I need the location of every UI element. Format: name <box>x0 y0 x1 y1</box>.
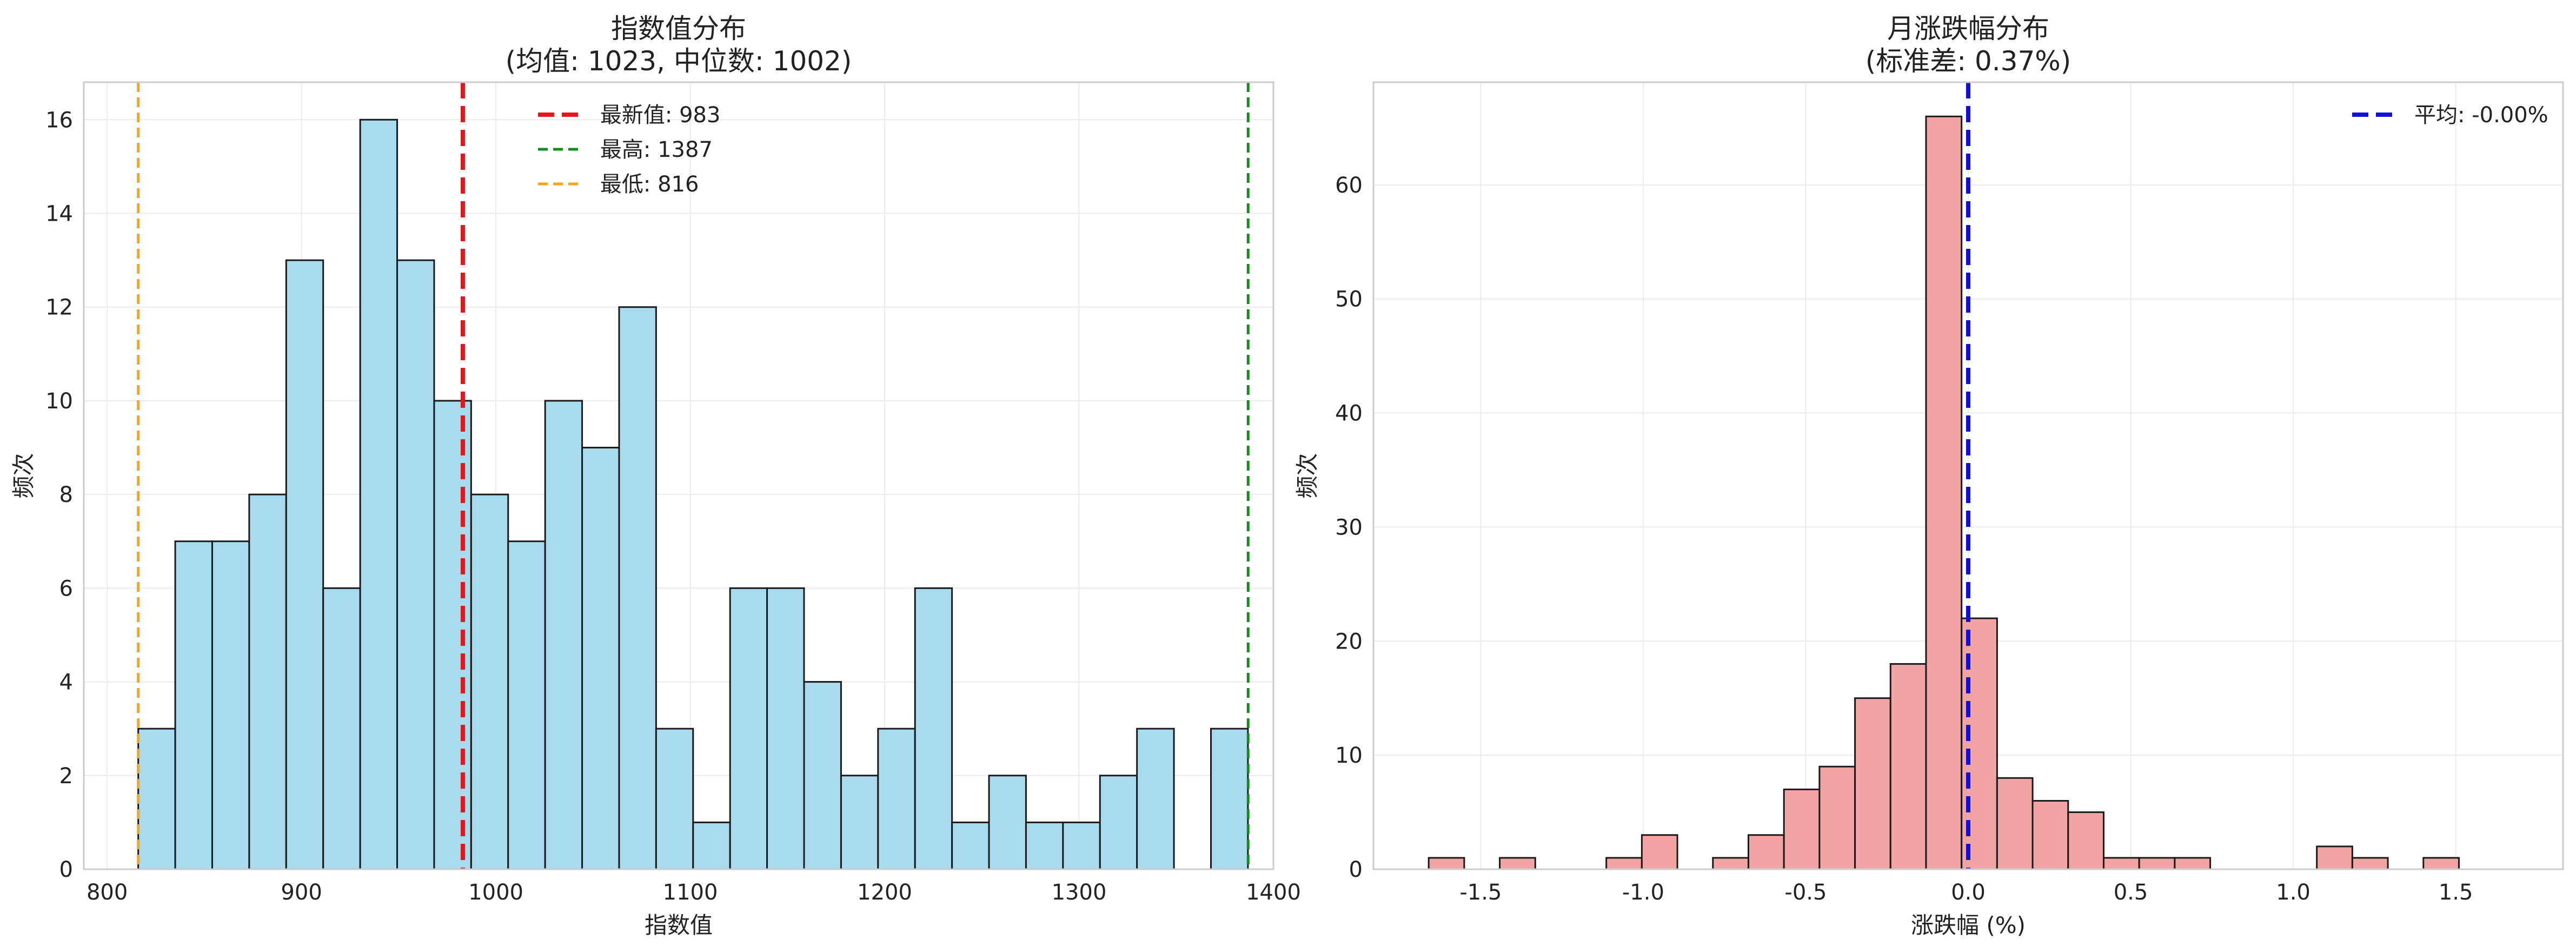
histogram-bar <box>729 587 768 870</box>
histogram-bar <box>2422 857 2460 870</box>
y-tick-label: 8 <box>59 482 73 507</box>
legend-label: 最新值: 983 <box>600 103 721 128</box>
chart-title: 指数值分布 <box>611 13 746 44</box>
histogram-bar <box>2138 857 2176 870</box>
histogram-bar <box>1062 821 1101 870</box>
chart-subtitle: (均值: 1023, 中位数: 1002) <box>506 45 852 77</box>
legend: 平均: -0.00% <box>2352 103 2548 128</box>
x-tick-label: 800 <box>87 880 128 905</box>
histogram-bar <box>1712 857 1749 870</box>
histogram-bar <box>507 540 546 870</box>
histogram-bar <box>2351 857 2389 870</box>
histogram-bar <box>1925 115 1963 870</box>
histogram-bar <box>988 775 1027 870</box>
histogram-bar <box>322 587 361 870</box>
histogram-bar <box>1996 777 2034 870</box>
histogram-bar <box>655 728 694 870</box>
histogram-bar <box>174 540 213 870</box>
histogram-bar <box>2174 857 2212 870</box>
histogram-bar <box>1099 775 1138 870</box>
y-tick-label: 50 <box>1335 287 1363 312</box>
y-tick-label: 20 <box>1335 629 1363 654</box>
y-tick-label: 2 <box>59 764 73 789</box>
histogram-bar <box>2316 845 2353 870</box>
histogram-bar <box>803 681 842 870</box>
x-tick-label: 1200 <box>857 880 912 905</box>
histogram-bar <box>1641 834 1678 870</box>
histogram-bar <box>2067 811 2104 870</box>
x-tick-label: 1300 <box>1052 880 1107 905</box>
histogram-bar <box>1783 788 1821 870</box>
histogram-bar <box>1818 765 1856 870</box>
histogram-bar <box>2031 799 2069 870</box>
histogram-bar <box>766 587 805 870</box>
x-tick-label: -0.5 <box>1784 880 1827 905</box>
histogram-bar <box>470 493 509 870</box>
histogram-bar <box>877 728 916 870</box>
histogram-bar <box>840 775 879 870</box>
histogram-bar <box>544 400 583 870</box>
histogram-bar <box>396 259 435 870</box>
histogram-bar <box>1605 857 1643 870</box>
chart-panel-1: 800 900 1000 1100 1200 1300 1400 0 2 4 6 8 10 12 14 16 指… <box>10 13 1301 938</box>
histogram-bar <box>248 493 287 870</box>
histogram-bar <box>137 728 176 870</box>
x-axis-label: 指数值 <box>645 912 713 938</box>
x-tick-label: -1.5 <box>1459 880 1502 905</box>
y-tick-label: 0 <box>1349 857 1363 882</box>
y-tick-label: 16 <box>45 108 73 133</box>
histogram-bar <box>1854 697 1891 870</box>
y-tick-label: 6 <box>59 576 73 601</box>
legend-label: 最低: 816 <box>600 172 699 197</box>
histogram-bar <box>692 821 731 870</box>
histogram-bar <box>581 447 620 870</box>
plot-frame <box>1372 81 2564 870</box>
histogram-bar <box>1025 821 1064 870</box>
x-tick-label: 1400 <box>1246 880 1301 905</box>
y-tick-label: 10 <box>45 389 73 414</box>
chart-panel-2: -1.5 -1.0 -0.5 0.0 0.5 1.0 1.5 0 10 20 30 40 50 60 涨跌幅… <box>1294 13 2564 938</box>
histogram-bar <box>1136 728 1175 870</box>
histogram-bar <box>1499 857 1536 870</box>
y-tick-label: 12 <box>45 295 73 320</box>
y-tick-label: 60 <box>1335 173 1363 198</box>
histogram-bar <box>618 306 657 870</box>
y-tick-label: 30 <box>1335 515 1363 540</box>
x-tick-label: 1100 <box>663 880 718 905</box>
histogram-bar <box>1210 728 1249 870</box>
y-tick-label: 40 <box>1335 401 1363 426</box>
x-tick-label: 0.0 <box>1951 880 1986 905</box>
histogram-bar <box>2102 857 2140 870</box>
legend-label: 平均: -0.00% <box>2414 103 2548 128</box>
histogram-bar <box>211 540 250 870</box>
x-tick-label: 1.0 <box>2276 880 2311 905</box>
legend-label: 最高: 1387 <box>600 137 713 162</box>
x-tick-label: 900 <box>281 880 322 905</box>
x-tick-label: -1.0 <box>1622 880 1664 905</box>
x-axis-label: 涨跌幅 (%) <box>1911 912 2026 938</box>
legend: 最新值: 983 最高: 1387 最低: 816 <box>537 103 721 197</box>
histogram-bar <box>914 587 953 870</box>
chart-title: 月涨跌幅分布 <box>1887 13 2049 44</box>
y-axis-label: 频次 <box>1294 453 1320 498</box>
y-tick-label: 4 <box>59 670 73 695</box>
histogram-bar <box>1747 834 1785 870</box>
histogram-bar <box>1428 857 1465 870</box>
y-tick-label: 10 <box>1335 743 1363 768</box>
histogram-bar <box>433 400 472 870</box>
histogram-bar <box>951 821 990 870</box>
y-tick-label: 0 <box>59 857 73 882</box>
x-tick-label: 0.5 <box>2114 880 2148 905</box>
x-tick-label: 1000 <box>468 880 523 905</box>
x-tick-label: 1.5 <box>2439 880 2473 905</box>
plot-frame <box>83 81 1274 870</box>
y-axis-label: 频次 <box>10 453 37 498</box>
histogram-bar <box>1889 663 1927 870</box>
histogram-bar <box>359 118 399 870</box>
chart-subtitle: (标准差: 0.37%) <box>1865 45 2072 77</box>
histogram-bar <box>285 259 324 870</box>
y-tick-label: 14 <box>45 202 73 227</box>
